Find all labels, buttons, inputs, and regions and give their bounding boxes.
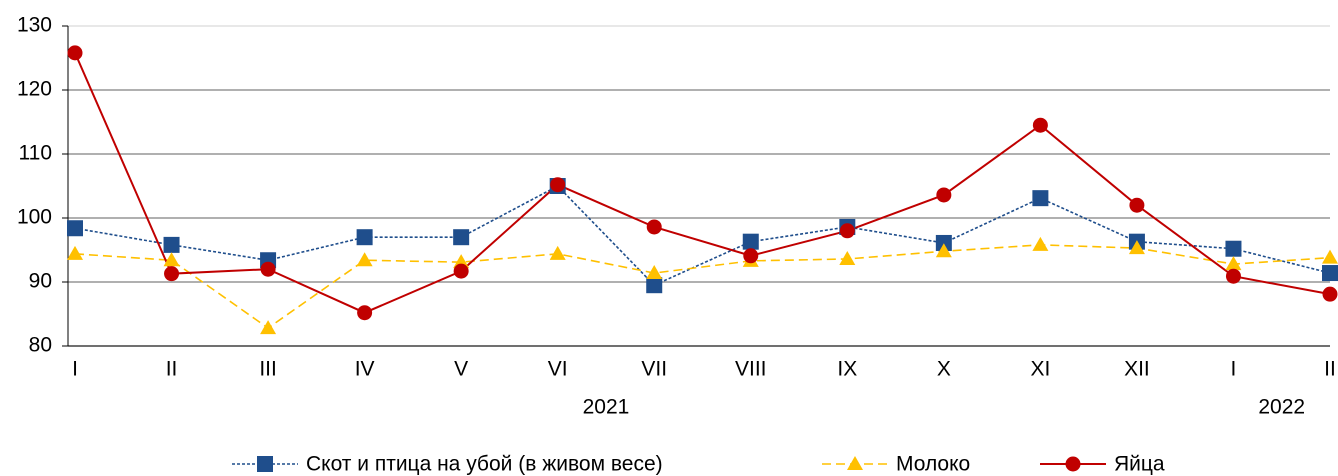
marker: [163, 236, 180, 253]
marker: [453, 229, 470, 246]
marker: [67, 245, 83, 260]
x-tick-label: VI: [548, 358, 568, 381]
series-line: [74, 52, 1331, 314]
marker: [1129, 197, 1145, 213]
marker: [742, 233, 759, 250]
x-tick-label: V: [454, 358, 468, 381]
y-tick-label: 80: [29, 334, 52, 357]
y-tick-label: 100: [17, 206, 52, 229]
marker: [1128, 240, 1145, 255]
marker: [1225, 256, 1242, 271]
marker: [260, 261, 276, 277]
marker: [935, 234, 952, 251]
marker: [550, 177, 566, 193]
marker: [164, 266, 180, 282]
legend-label: Скот и птица на убой (в живом весе): [306, 453, 663, 476]
y-tick-label: 90: [29, 270, 52, 293]
x-tick-label: III: [259, 358, 277, 381]
marker: [936, 187, 952, 203]
marker: [646, 277, 663, 294]
x-tick-label: IV: [355, 358, 375, 381]
marker: [260, 320, 277, 335]
x-group-label: 2021: [583, 396, 630, 419]
x-tick-label: X: [937, 358, 951, 381]
x-tick-label: II: [1324, 358, 1336, 381]
x-tick-label: I: [1231, 358, 1237, 381]
marker: [549, 245, 566, 260]
marker: [1032, 236, 1049, 251]
marker: [839, 223, 855, 239]
marker: [1322, 286, 1338, 302]
x-tick-label: XII: [1124, 358, 1150, 381]
marker: [646, 265, 663, 280]
legend-label: Яйца: [1114, 453, 1165, 476]
marker: [1032, 117, 1048, 133]
y-tick-label: 130: [17, 14, 52, 37]
marker: [67, 220, 83, 237]
marker: [1322, 249, 1338, 264]
marker: [356, 229, 373, 246]
marker: [453, 254, 470, 269]
marker: [453, 263, 469, 279]
x-tick-label: II: [166, 358, 178, 381]
marker: [356, 252, 373, 267]
x-tick-label: VIII: [735, 358, 767, 381]
legend-label: Молоко: [896, 453, 970, 476]
series-line: [74, 244, 1331, 330]
marker: [743, 248, 759, 264]
marker: [1322, 265, 1338, 282]
marker: [935, 243, 952, 258]
marker: [1225, 268, 1241, 284]
x-group-label: 2022: [1258, 396, 1305, 419]
marker: [839, 250, 856, 265]
marker: [67, 45, 83, 61]
y-tick-label: 110: [19, 142, 52, 165]
x-tick-label: I: [72, 358, 78, 381]
x-tick-label: XI: [1030, 358, 1050, 381]
marker: [357, 305, 373, 321]
y-tick-label: 120: [17, 78, 52, 101]
marker: [257, 456, 273, 472]
x-tick-label: VII: [641, 358, 667, 381]
marker: [646, 219, 662, 235]
marker: [1225, 240, 1242, 257]
marker: [1065, 456, 1081, 472]
series-line: [74, 185, 1331, 287]
x-tick-label: IX: [837, 358, 857, 381]
marker: [847, 456, 863, 470]
marker: [1032, 190, 1049, 207]
marker: [163, 252, 180, 267]
